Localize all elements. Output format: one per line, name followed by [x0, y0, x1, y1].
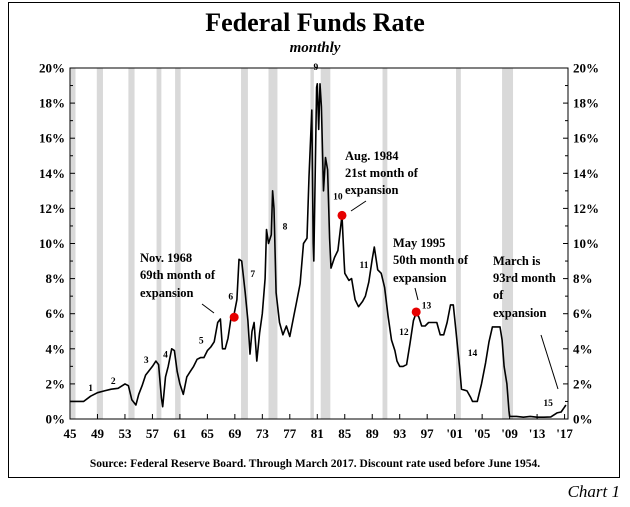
chart-title: Federal Funds Rate [205, 8, 425, 37]
x-tick-label: 57 [146, 426, 160, 441]
y-tick-label-right: 8% [573, 271, 593, 286]
axes: 0% 0%2% 2%4% 4%6% 6%8% 8%10% 10%12% 12%14% 14%16… [39, 61, 599, 442]
recession-bands [70, 68, 514, 419]
y-tick-label-left: 0% [46, 412, 66, 427]
x-tick-label: 45 [64, 426, 78, 441]
cycle-label-1: 1 [88, 384, 93, 394]
cycle-label-14: 14 [468, 349, 478, 359]
annotation-2017-line3: of [493, 288, 504, 302]
y-tick-label-right: 16% [573, 131, 599, 146]
annotation-1968-line3: expansion [140, 286, 194, 300]
y-tick-label-left: 20% [39, 61, 65, 76]
x-tick-label: 61 [173, 426, 186, 441]
x-tick-label: 97 [421, 426, 435, 441]
annotation-1968-line2: 69th month of [140, 268, 216, 282]
cycle-label-15: 15 [543, 399, 553, 409]
annotation-1984-line2: 21st month of [345, 166, 419, 180]
cycle-label-7: 7 [250, 270, 255, 280]
chart-subtitle: monthly [289, 40, 341, 56]
y-tick-label-left: 2% [46, 376, 66, 391]
x-tick-label: 73 [256, 426, 270, 441]
cycle-label-5: 5 [199, 337, 204, 347]
cycle-label-4: 4 [163, 351, 168, 361]
recession-band-4 [175, 68, 181, 419]
red-marker-0 [229, 312, 239, 322]
y-tick-label-right: 10% [573, 236, 599, 251]
recession-band-6 [268, 68, 278, 419]
y-tick-label-left: 14% [39, 166, 65, 181]
marker-layer [229, 210, 421, 322]
x-tick-label: 85 [338, 426, 352, 441]
cycle-label-10: 10 [333, 193, 343, 203]
cycle-label-2: 2 [111, 377, 116, 387]
x-tick-label: 69 [228, 426, 242, 441]
recession-band-7 [310, 68, 314, 419]
x-tick-label: 49 [91, 426, 105, 441]
annotation-layer: Nov. 1968 69th month of expansion Aug. 1… [140, 149, 559, 390]
annotation-1984-line3: expansion [345, 183, 399, 197]
y-tick-label-right: 0% [573, 412, 593, 427]
x-tick-label: 81 [311, 426, 324, 441]
red-marker-2 [411, 307, 421, 317]
y-tick-label-right: 2% [573, 376, 593, 391]
red-marker-1 [337, 210, 347, 220]
series-line-0 [70, 83, 567, 418]
chart-caption: Chart 1 [567, 482, 620, 501]
annotation-2017-line4: expansion [493, 306, 547, 320]
annotation-1995-arrow [414, 287, 419, 301]
annotation-2017-arrow [540, 334, 559, 390]
recession-band-5 [241, 68, 248, 419]
source-note: Source: Federal Reserve Board. Through M… [89, 458, 541, 470]
recession-band-10 [456, 68, 461, 419]
x-tick-label: '09 [501, 426, 518, 441]
x-tick-label: 77 [283, 426, 297, 441]
cycle-label-13: 13 [422, 301, 432, 311]
x-tick-label: '17 [556, 426, 573, 441]
series-layer [70, 83, 567, 418]
recession-band-2 [128, 68, 135, 419]
y-tick-label-left: 6% [46, 306, 66, 321]
cycle-label-12: 12 [399, 328, 409, 338]
cycle-label-11: 11 [359, 261, 368, 271]
annotation-1984-arrow [350, 200, 367, 212]
x-tick-label: 65 [201, 426, 215, 441]
x-tick-label: 53 [118, 426, 132, 441]
cycle-label-9: 9 [314, 63, 319, 73]
recession-band-11 [502, 68, 514, 419]
annotation-2017-line1: March is [493, 254, 540, 268]
y-tick-label-right: 18% [573, 96, 599, 111]
y-tick-label-left: 12% [39, 201, 65, 216]
x-tick-label: '01 [446, 426, 463, 441]
annotation-1984-line1: Aug. 1984 [345, 149, 399, 163]
y-tick-label-right: 12% [573, 201, 599, 216]
recession-band-1 [96, 68, 103, 419]
x-tick-label: 93 [393, 426, 407, 441]
cycle-label-3: 3 [144, 356, 149, 366]
y-tick-label-right: 14% [573, 166, 599, 181]
y-tick-label-left: 8% [46, 271, 66, 286]
y-tick-label-right: 6% [573, 306, 593, 321]
annotation-1968-line1: Nov. 1968 [140, 251, 192, 265]
y-tick-label-right: 4% [573, 341, 593, 356]
annotation-1995-line3: expansion [393, 271, 447, 285]
y-tick-label-left: 18% [39, 96, 65, 111]
x-tick-label: '05 [474, 426, 491, 441]
recession-band-3 [156, 68, 162, 419]
x-tick-label: 89 [366, 426, 380, 441]
x-tick-label: '13 [529, 426, 546, 441]
annotation-1968-arrow [201, 303, 215, 314]
y-tick-label-left: 16% [39, 131, 65, 146]
cycle-label-6: 6 [228, 293, 233, 303]
y-tick-label-left: 4% [46, 341, 66, 356]
recession-band-8 [320, 68, 331, 419]
recession-band-9 [382, 68, 388, 419]
y-tick-label-right: 20% [573, 61, 599, 76]
cycle-label-8: 8 [283, 222, 288, 232]
y-tick-label-left: 10% [39, 236, 65, 251]
annotation-2017-line2: 93rd month [493, 271, 556, 285]
annotation-1995-line2: 50th month of [393, 253, 469, 267]
annotation-1995-line1: May 1995 [393, 236, 445, 250]
